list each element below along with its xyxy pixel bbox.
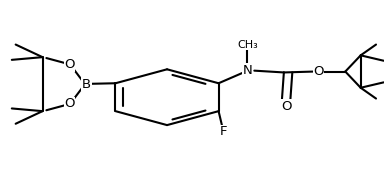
Text: N: N: [243, 64, 252, 77]
Text: O: O: [64, 58, 74, 71]
Text: O: O: [281, 100, 291, 113]
Text: O: O: [313, 65, 324, 78]
Text: F: F: [219, 125, 227, 138]
Text: B: B: [82, 78, 91, 91]
Text: CH₃: CH₃: [237, 40, 258, 50]
Text: O: O: [64, 97, 74, 111]
